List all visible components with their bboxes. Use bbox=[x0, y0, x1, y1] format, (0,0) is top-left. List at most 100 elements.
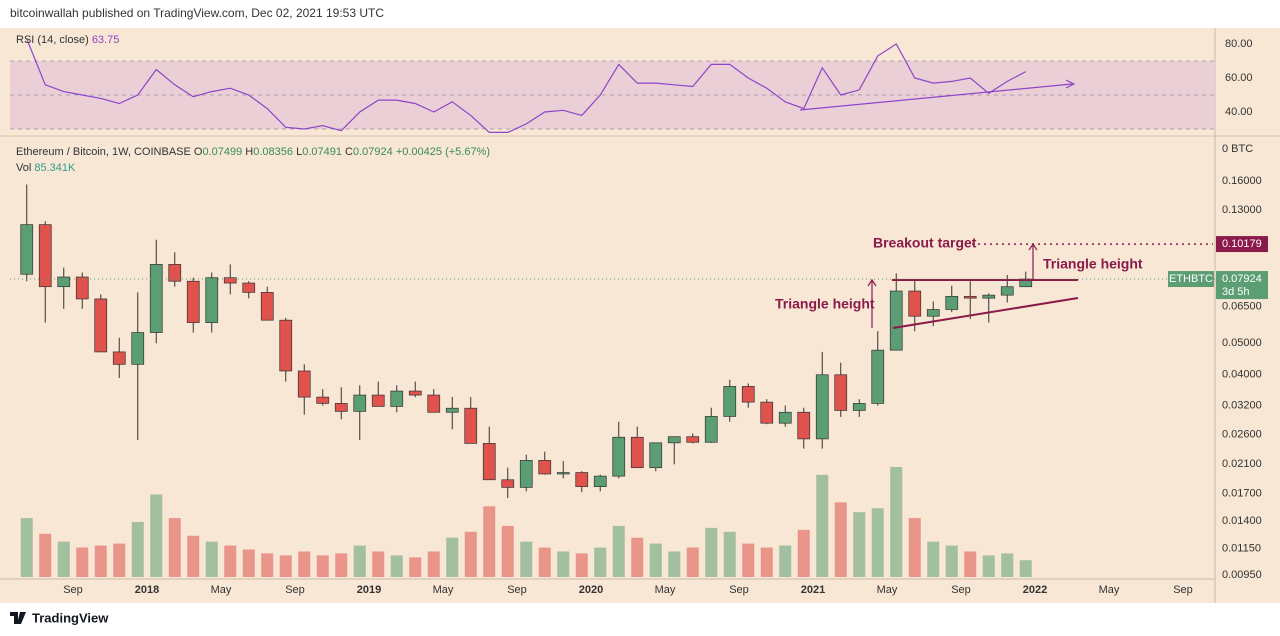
candle-body bbox=[778, 411, 792, 424]
y-tick-label: 0.01150 bbox=[1222, 542, 1261, 554]
ohlc-prefix: C bbox=[345, 146, 353, 158]
volume-bar bbox=[113, 543, 126, 577]
arrow-head bbox=[867, 278, 877, 287]
candle-body bbox=[963, 295, 977, 299]
candle-body bbox=[186, 280, 200, 323]
y-tick-label: 0.04000 bbox=[1222, 368, 1262, 380]
x-tick-label: 2019 bbox=[357, 584, 381, 596]
arrow-head bbox=[1028, 243, 1038, 251]
volume-bar bbox=[686, 547, 699, 577]
x-tick-label: May bbox=[877, 584, 898, 596]
countdown: 3d 5h bbox=[1222, 286, 1250, 298]
x-tick-label: 2018 bbox=[135, 584, 159, 596]
candle-body bbox=[131, 332, 145, 365]
candle-body bbox=[797, 411, 811, 440]
y-tick-label: 0.00950 bbox=[1222, 569, 1262, 581]
breakout-box bbox=[1216, 236, 1268, 253]
rsi-tick-label: 40.00 bbox=[1225, 106, 1253, 118]
x-tick-label: May bbox=[655, 584, 676, 596]
symbol-tag-box bbox=[1168, 271, 1214, 288]
x-tick-label: 2022 bbox=[1023, 584, 1047, 596]
volume-last: 85.341K bbox=[34, 162, 76, 174]
volume-bar bbox=[797, 529, 810, 577]
candle-body bbox=[889, 290, 903, 351]
ohlc-prefix: L bbox=[296, 146, 302, 158]
candle-body bbox=[852, 403, 866, 411]
candle-body bbox=[501, 479, 515, 488]
candle-body bbox=[75, 276, 89, 300]
volume-bar bbox=[538, 547, 551, 577]
x-tick-label: May bbox=[433, 584, 454, 596]
volume-layer bbox=[20, 467, 1032, 577]
volume-bar bbox=[409, 557, 422, 577]
volume-bar bbox=[464, 531, 477, 577]
publisher-line: bitcoinwallah published on TradingView.c… bbox=[10, 6, 384, 20]
x-tick-label: 2020 bbox=[579, 584, 603, 596]
volume-bar bbox=[131, 522, 144, 577]
y-tick-label: 0.05000 bbox=[1222, 337, 1262, 349]
volume-bar bbox=[945, 545, 958, 577]
volume-bar bbox=[631, 537, 644, 577]
candle-body bbox=[1000, 286, 1014, 296]
candle-body bbox=[38, 224, 52, 288]
candle-body bbox=[649, 442, 663, 469]
volume-bar bbox=[853, 512, 866, 577]
volume-bar bbox=[520, 541, 533, 577]
candle-body bbox=[556, 472, 570, 475]
y-tick-label: 0.13000 bbox=[1222, 204, 1262, 216]
x-tick-label: Sep bbox=[729, 584, 749, 596]
y-tick-label: 0.01400 bbox=[1222, 515, 1262, 527]
x-tick-label: Sep bbox=[951, 584, 971, 596]
annotation: Breakout target bbox=[873, 235, 977, 251]
candle-body bbox=[242, 282, 256, 293]
y-tick-label: 0.02100 bbox=[1222, 458, 1262, 470]
volume-bar bbox=[705, 527, 718, 577]
last-price-box bbox=[1216, 271, 1268, 300]
candle-body bbox=[94, 298, 108, 353]
candle-body bbox=[760, 401, 774, 424]
x-tick-label: 2021 bbox=[801, 584, 825, 596]
volume-legend: Vol 85.341K bbox=[16, 162, 76, 174]
y-tick-label: 0.01700 bbox=[1222, 488, 1262, 500]
volume-bar bbox=[594, 547, 607, 577]
candle-body bbox=[982, 294, 996, 299]
candle-body bbox=[630, 436, 644, 469]
y-tick-label: 0.16000 bbox=[1222, 175, 1262, 187]
volume-bar bbox=[834, 502, 847, 577]
volume-bar bbox=[242, 549, 255, 577]
volume-bar bbox=[76, 547, 89, 577]
volume-bar bbox=[94, 545, 107, 577]
candle-body bbox=[464, 407, 478, 444]
candle-body bbox=[593, 475, 607, 487]
brand: TradingView bbox=[32, 610, 109, 625]
volume-bar bbox=[150, 494, 163, 577]
ohlc-value: 0.07499 bbox=[202, 146, 242, 158]
candle-body bbox=[390, 390, 404, 407]
ohlc-prefix: O bbox=[194, 146, 203, 158]
candle-body bbox=[538, 460, 552, 475]
candle-body bbox=[353, 394, 367, 412]
brand-logo bbox=[10, 612, 26, 624]
volume-bar bbox=[816, 474, 829, 577]
candle-body bbox=[612, 436, 626, 477]
candle-body bbox=[57, 276, 71, 288]
x-tick-label: Sep bbox=[285, 584, 305, 596]
price-legend: Ethereum / Bitcoin, 1W, COINBASE O0.0749… bbox=[16, 146, 490, 158]
volume-bar bbox=[446, 537, 459, 577]
volume-bar bbox=[1001, 553, 1014, 577]
candle-body bbox=[667, 436, 681, 444]
volume-bar bbox=[279, 555, 292, 577]
volume-bar bbox=[57, 541, 70, 577]
candle-body bbox=[834, 374, 848, 411]
volume-bar bbox=[39, 533, 52, 577]
volume-bar bbox=[316, 555, 329, 577]
candle-body bbox=[279, 319, 293, 372]
volume-bar bbox=[353, 545, 366, 577]
change-percent: (+5.67%) bbox=[445, 146, 490, 158]
candle-body bbox=[723, 386, 737, 417]
y-tick-label: 0.02600 bbox=[1222, 428, 1262, 440]
candle-body bbox=[168, 264, 182, 282]
candle-layer bbox=[20, 184, 1033, 498]
